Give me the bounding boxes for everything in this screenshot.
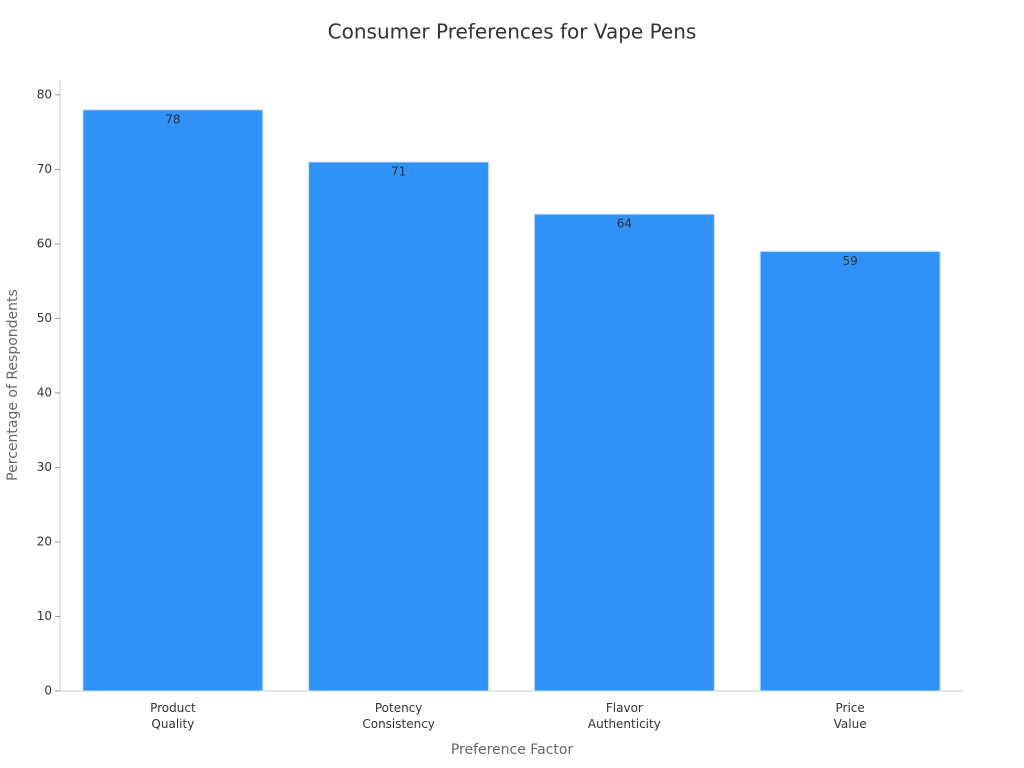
x-tick-label: Flavor Authenticity bbox=[588, 701, 661, 731]
y-tick-label: 70 bbox=[37, 162, 52, 176]
y-tick-label: 20 bbox=[37, 534, 52, 548]
bar bbox=[308, 161, 490, 692]
x-tick-label: Product Quality bbox=[150, 701, 196, 731]
bar bbox=[759, 250, 941, 692]
y-tick-label: 80 bbox=[37, 87, 52, 101]
value-label: 71 bbox=[391, 164, 406, 178]
y-tick-label: 50 bbox=[37, 311, 52, 325]
y-axis-title: Percentage of Respondents bbox=[5, 289, 21, 481]
y-tick-label: 30 bbox=[37, 460, 52, 474]
y-tick-label: 40 bbox=[37, 385, 52, 399]
y-tick-label: 10 bbox=[37, 609, 52, 623]
y-tick-label: 0 bbox=[44, 684, 52, 698]
bar bbox=[533, 213, 715, 692]
value-label: 59 bbox=[842, 254, 857, 268]
x-tick-label: Potency Consistency bbox=[362, 701, 435, 731]
chart-title: Consumer Preferences for Vape Pens bbox=[328, 20, 697, 44]
x-axis-title: Preference Factor bbox=[451, 742, 574, 758]
value-label: 78 bbox=[165, 112, 180, 126]
value-label: 64 bbox=[617, 217, 632, 231]
bar bbox=[82, 109, 264, 692]
y-tick-label: 60 bbox=[37, 236, 52, 250]
x-tick-label: Price Value bbox=[834, 701, 867, 731]
